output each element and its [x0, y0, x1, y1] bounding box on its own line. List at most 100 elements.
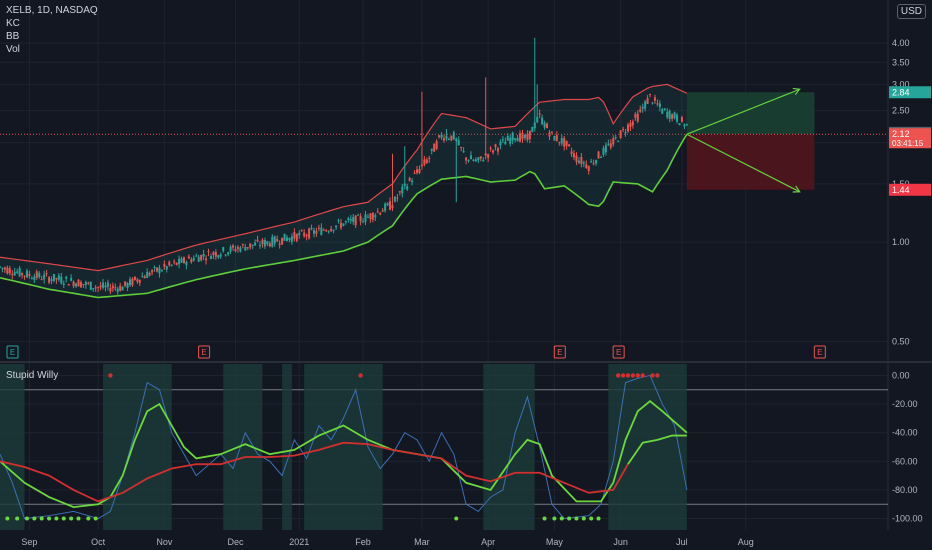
candle-body — [339, 222, 342, 228]
candle-body — [278, 243, 281, 245]
candle-body — [207, 251, 210, 253]
band-fill — [0, 84, 687, 298]
candle-body — [79, 281, 82, 288]
candle-body — [634, 114, 637, 118]
osc-tick-label: 0.00 — [892, 370, 910, 380]
oscillator-line — [0, 400, 688, 509]
candle-body — [249, 243, 252, 248]
candle-body — [180, 258, 183, 263]
candle-body — [290, 236, 293, 242]
candle-body — [197, 256, 200, 262]
candle-body — [465, 157, 468, 161]
candle-body — [489, 147, 492, 149]
candle-body — [38, 272, 41, 277]
y-tick-label: 3.00 — [892, 79, 910, 89]
candle-body — [494, 144, 497, 148]
candle-body — [148, 272, 151, 276]
candle-body — [420, 164, 423, 167]
keltner-lower — [0, 133, 688, 299]
candle-body — [626, 124, 629, 132]
oversold-dot — [567, 516, 572, 521]
candle-body — [548, 132, 551, 137]
candle-body — [649, 93, 652, 95]
candle-body — [133, 276, 136, 280]
x-tick-label: Apr — [481, 537, 495, 547]
candle-body — [678, 123, 681, 126]
candle-body — [467, 160, 470, 162]
osc-tick-label: -80.00 — [892, 485, 918, 495]
candle-body — [381, 210, 384, 212]
x-tick-label: Feb — [355, 537, 371, 547]
candle-body — [214, 252, 217, 257]
candle-body — [6, 267, 9, 274]
candle-body — [195, 255, 198, 257]
candle-body — [558, 141, 561, 143]
arrow-head — [792, 185, 801, 193]
candle-body — [418, 169, 421, 173]
candle-body — [236, 247, 239, 249]
candle-body — [48, 277, 51, 283]
oversold-dot — [76, 516, 81, 521]
candle-body — [526, 134, 529, 140]
candle-body — [13, 271, 16, 276]
currency-badge[interactable]: USD — [896, 4, 926, 19]
long-position-tool[interactable] — [0, 87, 888, 193]
osc-zone — [304, 364, 383, 530]
candle-body — [543, 122, 546, 128]
candle-body — [455, 138, 458, 142]
candle-body — [121, 287, 124, 291]
price-label-countdown: 03:41:15 — [892, 139, 924, 148]
candle-body — [175, 262, 178, 265]
oscillator-title[interactable]: Stupid Willy — [6, 370, 59, 381]
osc-zone — [0, 364, 25, 530]
oversold-dot — [559, 516, 564, 521]
overbought-dot — [655, 373, 660, 378]
oversold-dot — [15, 516, 20, 521]
candle-body — [406, 186, 409, 190]
candle-body — [209, 256, 212, 260]
candle-body — [266, 241, 269, 245]
candle-body — [263, 240, 266, 247]
oversold-dot — [454, 516, 459, 521]
candle-body — [124, 281, 127, 286]
candle-body — [141, 276, 144, 278]
candle-body — [668, 110, 671, 119]
indicator-vol[interactable]: Vol — [6, 44, 20, 55]
profit-zone — [686, 92, 815, 135]
indicator-kc[interactable]: KC — [6, 18, 20, 29]
candle-body — [224, 254, 227, 256]
candle-body — [516, 137, 519, 142]
candle-body — [511, 132, 514, 141]
symbol-title[interactable]: XELB, 1D, NASDAQ — [6, 5, 98, 16]
candle-body — [496, 148, 499, 152]
candle-body — [553, 135, 556, 141]
candle-body — [666, 111, 669, 118]
candle-body — [364, 214, 367, 222]
oversold-dot — [552, 516, 557, 521]
oversold-dot — [61, 516, 66, 521]
earnings-marker — [6, 345, 19, 359]
candle-body — [396, 197, 399, 199]
candle-body — [45, 273, 48, 275]
candle-body — [281, 237, 284, 245]
candle-body — [604, 144, 607, 153]
candle-body — [187, 256, 190, 259]
earnings-marker — [612, 345, 625, 359]
price-label-box — [889, 128, 931, 149]
candle-body — [251, 244, 254, 246]
candle-body — [62, 283, 65, 285]
oversold-dot — [86, 516, 91, 521]
candle-body — [474, 159, 477, 162]
overbought-dot — [635, 373, 640, 378]
candle-body — [84, 282, 87, 285]
price-label-box — [889, 183, 931, 196]
candle-body — [185, 261, 188, 266]
candle-body — [614, 137, 617, 139]
candle-body — [354, 215, 357, 226]
candle-body — [288, 237, 291, 241]
candle-body — [205, 258, 208, 261]
price-label-text: 1.44 — [892, 185, 910, 195]
indicator-bb[interactable]: BB — [6, 31, 20, 42]
